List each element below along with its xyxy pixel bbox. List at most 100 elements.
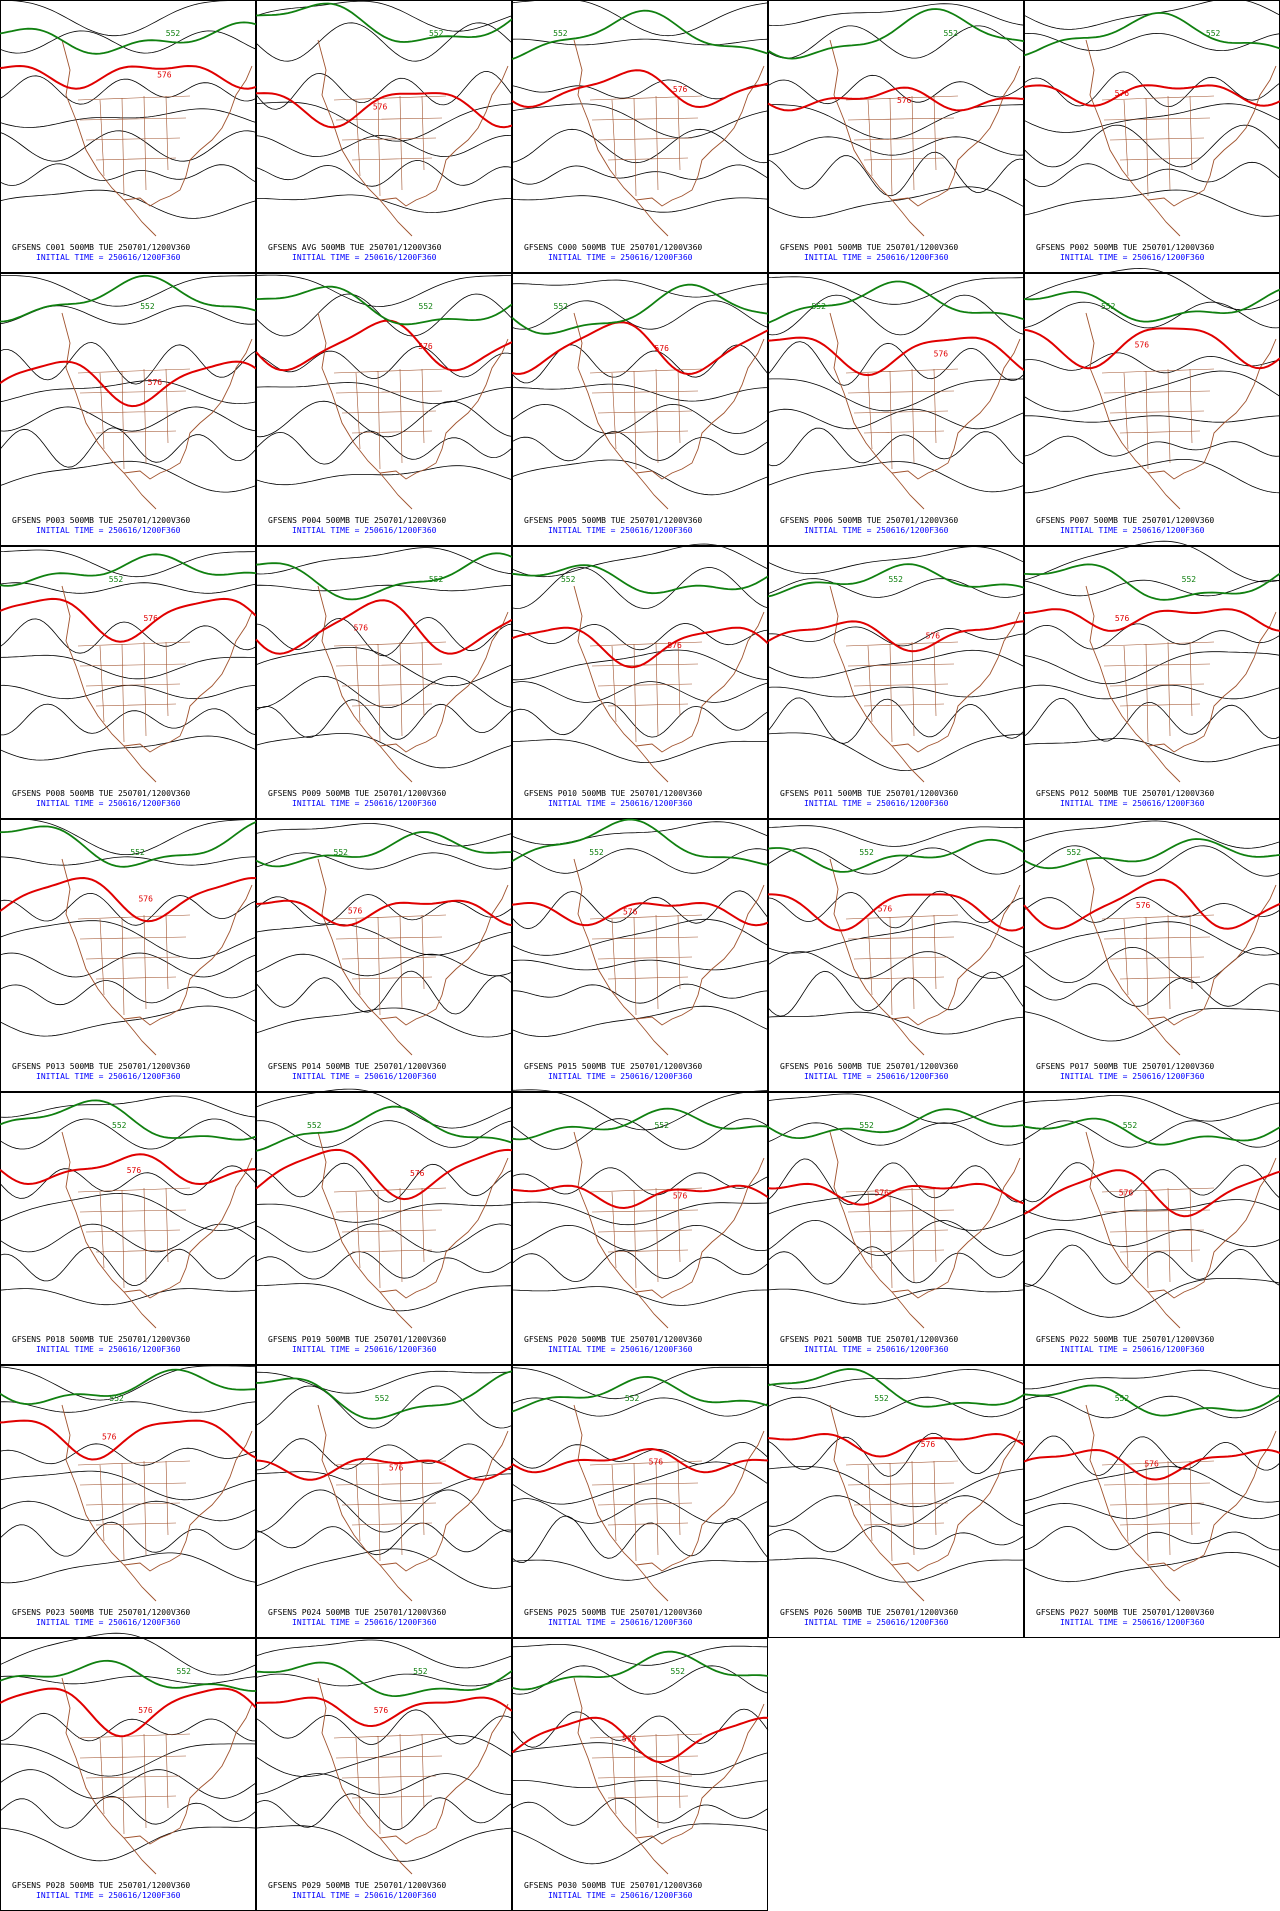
label-backdrop: [516, 240, 764, 264]
contour-552: [1023, 11, 1280, 57]
height-contour: [0, 1795, 257, 1829]
height-contour: [255, 1283, 513, 1312]
contour-576: [1023, 608, 1280, 632]
coastline: [573, 39, 765, 237]
height-contour: [511, 1286, 768, 1306]
label-backdrop: [260, 1059, 508, 1083]
height-contour: [255, 345, 513, 379]
height-contour: [0, 582, 257, 594]
contour-552: [511, 1650, 769, 1691]
label-backdrop: [4, 513, 252, 537]
map-panel: 576 552 GFSENS P024 500MB TUE 250701/1200V…: [255, 1365, 513, 1638]
height-contour: [511, 543, 769, 578]
contour-label-576: 576: [1115, 89, 1130, 98]
label-backdrop: [260, 1332, 508, 1356]
height-contour: [1023, 977, 1280, 1007]
height-contour: [511, 567, 769, 609]
state-borders: [845, 1460, 959, 1562]
height-contour: [255, 675, 513, 709]
panel-frame: [1024, 273, 1280, 546]
height-contour: [0, 189, 257, 219]
panel-label: GFSENS P017 500MB TUE 250701/1200V360: [1036, 1062, 1214, 1071]
panel-frame: [0, 0, 256, 273]
contour-label-552: 552: [307, 1121, 322, 1130]
panel-frame: [512, 1638, 768, 1911]
height-contour: [767, 461, 1025, 493]
height-contour: [255, 1793, 513, 1831]
height-contour: [0, 1005, 257, 1037]
height-contour: [0, 1470, 257, 1501]
height-contour: [0, 275, 256, 307]
height-contour: [511, 959, 769, 971]
height-contour: [1023, 103, 1280, 133]
panel-label: GFSENS P013 500MB TUE 250701/1200V360: [12, 1062, 190, 1071]
height-contour: [767, 136, 1025, 156]
contour-552: [255, 552, 513, 601]
contour-label-552: 552: [140, 302, 155, 311]
height-contour: [511, 344, 769, 384]
height-contour: [0, 1165, 257, 1199]
initial-time: INITIAL TIME = 250616/1200F360: [548, 799, 693, 808]
height-contour: [767, 649, 1025, 679]
contour-576: [1023, 1169, 1280, 1218]
panel-label: GFSENS P024 500MB TUE 250701/1200V360: [268, 1608, 446, 1617]
height-contour: [255, 430, 513, 465]
height-contour: [0, 342, 257, 385]
height-contour: [511, 459, 769, 496]
contour-label-576: 576: [921, 1440, 936, 1449]
height-contour: [0, 818, 257, 855]
initial-time: INITIAL TIME = 250616/1200F360: [36, 1072, 181, 1081]
height-contour: [255, 1548, 513, 1589]
height-contour: [1023, 540, 1280, 583]
contour-552: [1023, 838, 1280, 870]
contour-552: [255, 1370, 513, 1420]
initial-time: INITIAL TIME = 250616/1200F360: [804, 1345, 949, 1354]
height-contour: [767, 1432, 1025, 1477]
contour-label-552: 552: [1115, 1394, 1130, 1403]
state-borders: [77, 1460, 191, 1562]
height-contour: [767, 151, 1025, 197]
height-contour: [767, 341, 1025, 386]
height-contour: [255, 1709, 513, 1746]
height-contour: [1023, 921, 1280, 956]
height-contour: [1023, 697, 1280, 742]
contour-552: [0, 1659, 256, 1692]
height-contour: [255, 1522, 513, 1556]
panel-frame: [1024, 546, 1280, 819]
map-panel: 576 552 GFSENS P009 500MB TUE 250701/1200V…: [255, 546, 513, 819]
map-panel: 576 552 GFSENS P011 500MB TUE 250701/1200V…: [767, 546, 1025, 819]
contour-label-576: 576: [667, 641, 682, 650]
map-panel: 576 552 GFSENS C001 500MB TUE 250701/1200V…: [0, 0, 257, 273]
panel-frame: [256, 819, 512, 1092]
contour-552: [0, 21, 257, 55]
height-contour: [255, 1489, 513, 1533]
state-borders: [845, 368, 959, 470]
contour-576: [0, 1419, 257, 1461]
height-contour: [1023, 1120, 1280, 1148]
contour-label-576: 576: [878, 905, 893, 914]
height-contour: [255, 852, 513, 870]
panel-frame: [256, 0, 512, 273]
state-borders: [77, 641, 191, 743]
coastline: [61, 858, 253, 1056]
height-contour: [255, 733, 513, 769]
contour-552: [767, 8, 1025, 60]
map-panel: 576 552 GFSENS P019 500MB TUE 250701/1200V…: [255, 1088, 513, 1365]
contour-label-576: 576: [127, 1166, 142, 1175]
height-contour: [255, 71, 513, 110]
height-contour: [767, 546, 1025, 574]
height-contour: [511, 890, 769, 930]
height-contour: [255, 1825, 513, 1862]
height-contour: [0, 952, 257, 978]
contour-552: [255, 1105, 513, 1152]
height-contour: [0, 1443, 257, 1466]
panel-label: GFSENS P002 500MB TUE 250701/1200V360: [1036, 243, 1214, 252]
height-contour: [511, 681, 769, 703]
height-contour: [1023, 370, 1280, 412]
contour-label-552: 552: [671, 1667, 686, 1676]
panel-label: GFSENS P020 500MB TUE 250701/1200V360: [524, 1335, 702, 1344]
height-contour: [255, 1203, 513, 1223]
contour-576: [0, 876, 257, 923]
height-contour: [1023, 651, 1280, 685]
contour-576: [767, 1182, 1025, 1206]
